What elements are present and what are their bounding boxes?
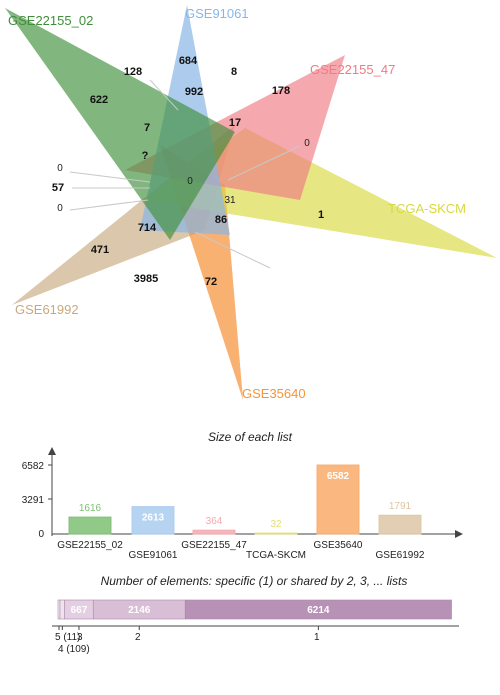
shared-segment-label: 667 <box>71 605 88 616</box>
list-size-category-label: GSE35640 <box>314 540 363 551</box>
venn-diagram: GSE22155_02 GSE91061 GSE22155_47 TCGA-SK… <box>5 5 497 401</box>
venn-region-count: 17 <box>229 117 241 129</box>
venn-region-count: 72 <box>205 276 217 288</box>
shared-axis-label: 3 <box>77 632 83 643</box>
list-size-bar <box>192 529 236 535</box>
venn-region-count: 31 <box>224 195 236 206</box>
venn-region-count: 992 <box>185 86 203 98</box>
venn-region-count: 0 <box>187 176 193 187</box>
y-axis-arrow <box>48 447 56 455</box>
venn-set-label: GSE35640 <box>242 386 306 401</box>
shared-axis-label: 1 <box>314 632 320 643</box>
shared-axis-label: 4 (109) <box>58 644 90 655</box>
list-size-category-label: GSE91061 <box>129 550 178 561</box>
venn-set-label: GSE61992 <box>15 302 79 317</box>
shared-segment-label: 6214 <box>307 605 330 616</box>
list-size-bar <box>131 506 175 535</box>
list-size-value-label: 1791 <box>389 501 412 512</box>
venn-region-count: 128 <box>124 66 142 78</box>
venn-region-count: 178 <box>272 85 290 97</box>
venn-region-count: 86 <box>215 214 227 226</box>
list-size-category-label: GSE22155_47 <box>181 540 247 551</box>
y-tick-label: 6582 <box>22 461 45 472</box>
list-size-chart: Size of each list 6582 3291 0 1616 GSE221… <box>22 430 463 561</box>
venn-region-count: 0 <box>57 163 63 174</box>
venn-region-count: 1 <box>318 209 324 221</box>
venn-region-count: 622 <box>90 94 108 106</box>
venn-set-gse22155-02 <box>5 8 235 240</box>
shared-axis-label: 5 (11) <box>55 632 80 643</box>
leader-line <box>149 79 179 111</box>
shared-axis-label: 2 <box>135 632 141 643</box>
list-size-value-label: 2613 <box>142 513 165 524</box>
shared-segment <box>184 599 452 620</box>
list-size-value-label: 1616 <box>79 503 102 514</box>
list-size-bar <box>378 514 422 535</box>
venn-set-label: GSE22155_47 <box>310 62 395 77</box>
leader-line <box>227 145 301 181</box>
venn-region-count: 471 <box>91 244 109 256</box>
list-size-bar <box>254 532 298 535</box>
list-size-category-label: GSE61992 <box>376 550 425 561</box>
venn-set-label: TCGA-SKCM <box>388 201 466 216</box>
venn-set-label: GSE22155_02 <box>8 13 93 28</box>
x-axis-arrow <box>455 530 463 538</box>
list-size-category-label: TCGA-SKCM <box>246 550 306 561</box>
shared-segment-label: 2146 <box>128 605 151 616</box>
list-size-title: Size of each list <box>208 430 293 444</box>
venn-region-count: 714 <box>138 222 157 234</box>
leader-line <box>69 171 151 183</box>
leader-line <box>194 231 271 269</box>
shared-segment <box>59 599 65 620</box>
y-tick-label: 3291 <box>22 495 45 506</box>
venn-region-count: 57 <box>52 182 64 194</box>
venn-region-count: 684 <box>179 55 198 67</box>
venn-region-count: ? <box>142 150 149 162</box>
y-tick-label: 0 <box>38 529 44 540</box>
venn-region-count: 7 <box>144 122 150 134</box>
list-size-value-label: 6582 <box>327 471 350 482</box>
venn-region-count: 3985 <box>134 273 158 285</box>
shared-elements-title: Number of elements: specific (1) or shar… <box>101 574 408 588</box>
venn-region-count: 0 <box>304 138 310 149</box>
leader-line <box>69 199 149 211</box>
venn-set-label: GSE91061 <box>185 6 249 21</box>
venn-region-count: 8 <box>231 66 237 78</box>
shared-elements-chart: Number of elements: specific (1) or shar… <box>52 574 459 655</box>
list-size-value-label: 32 <box>270 519 282 530</box>
venn-region-count: 0 <box>57 203 63 214</box>
list-size-bar <box>316 464 360 535</box>
list-size-bar <box>68 516 112 535</box>
list-size-value-label: 364 <box>206 516 223 527</box>
list-size-category-label: GSE22155_02 <box>57 540 123 551</box>
